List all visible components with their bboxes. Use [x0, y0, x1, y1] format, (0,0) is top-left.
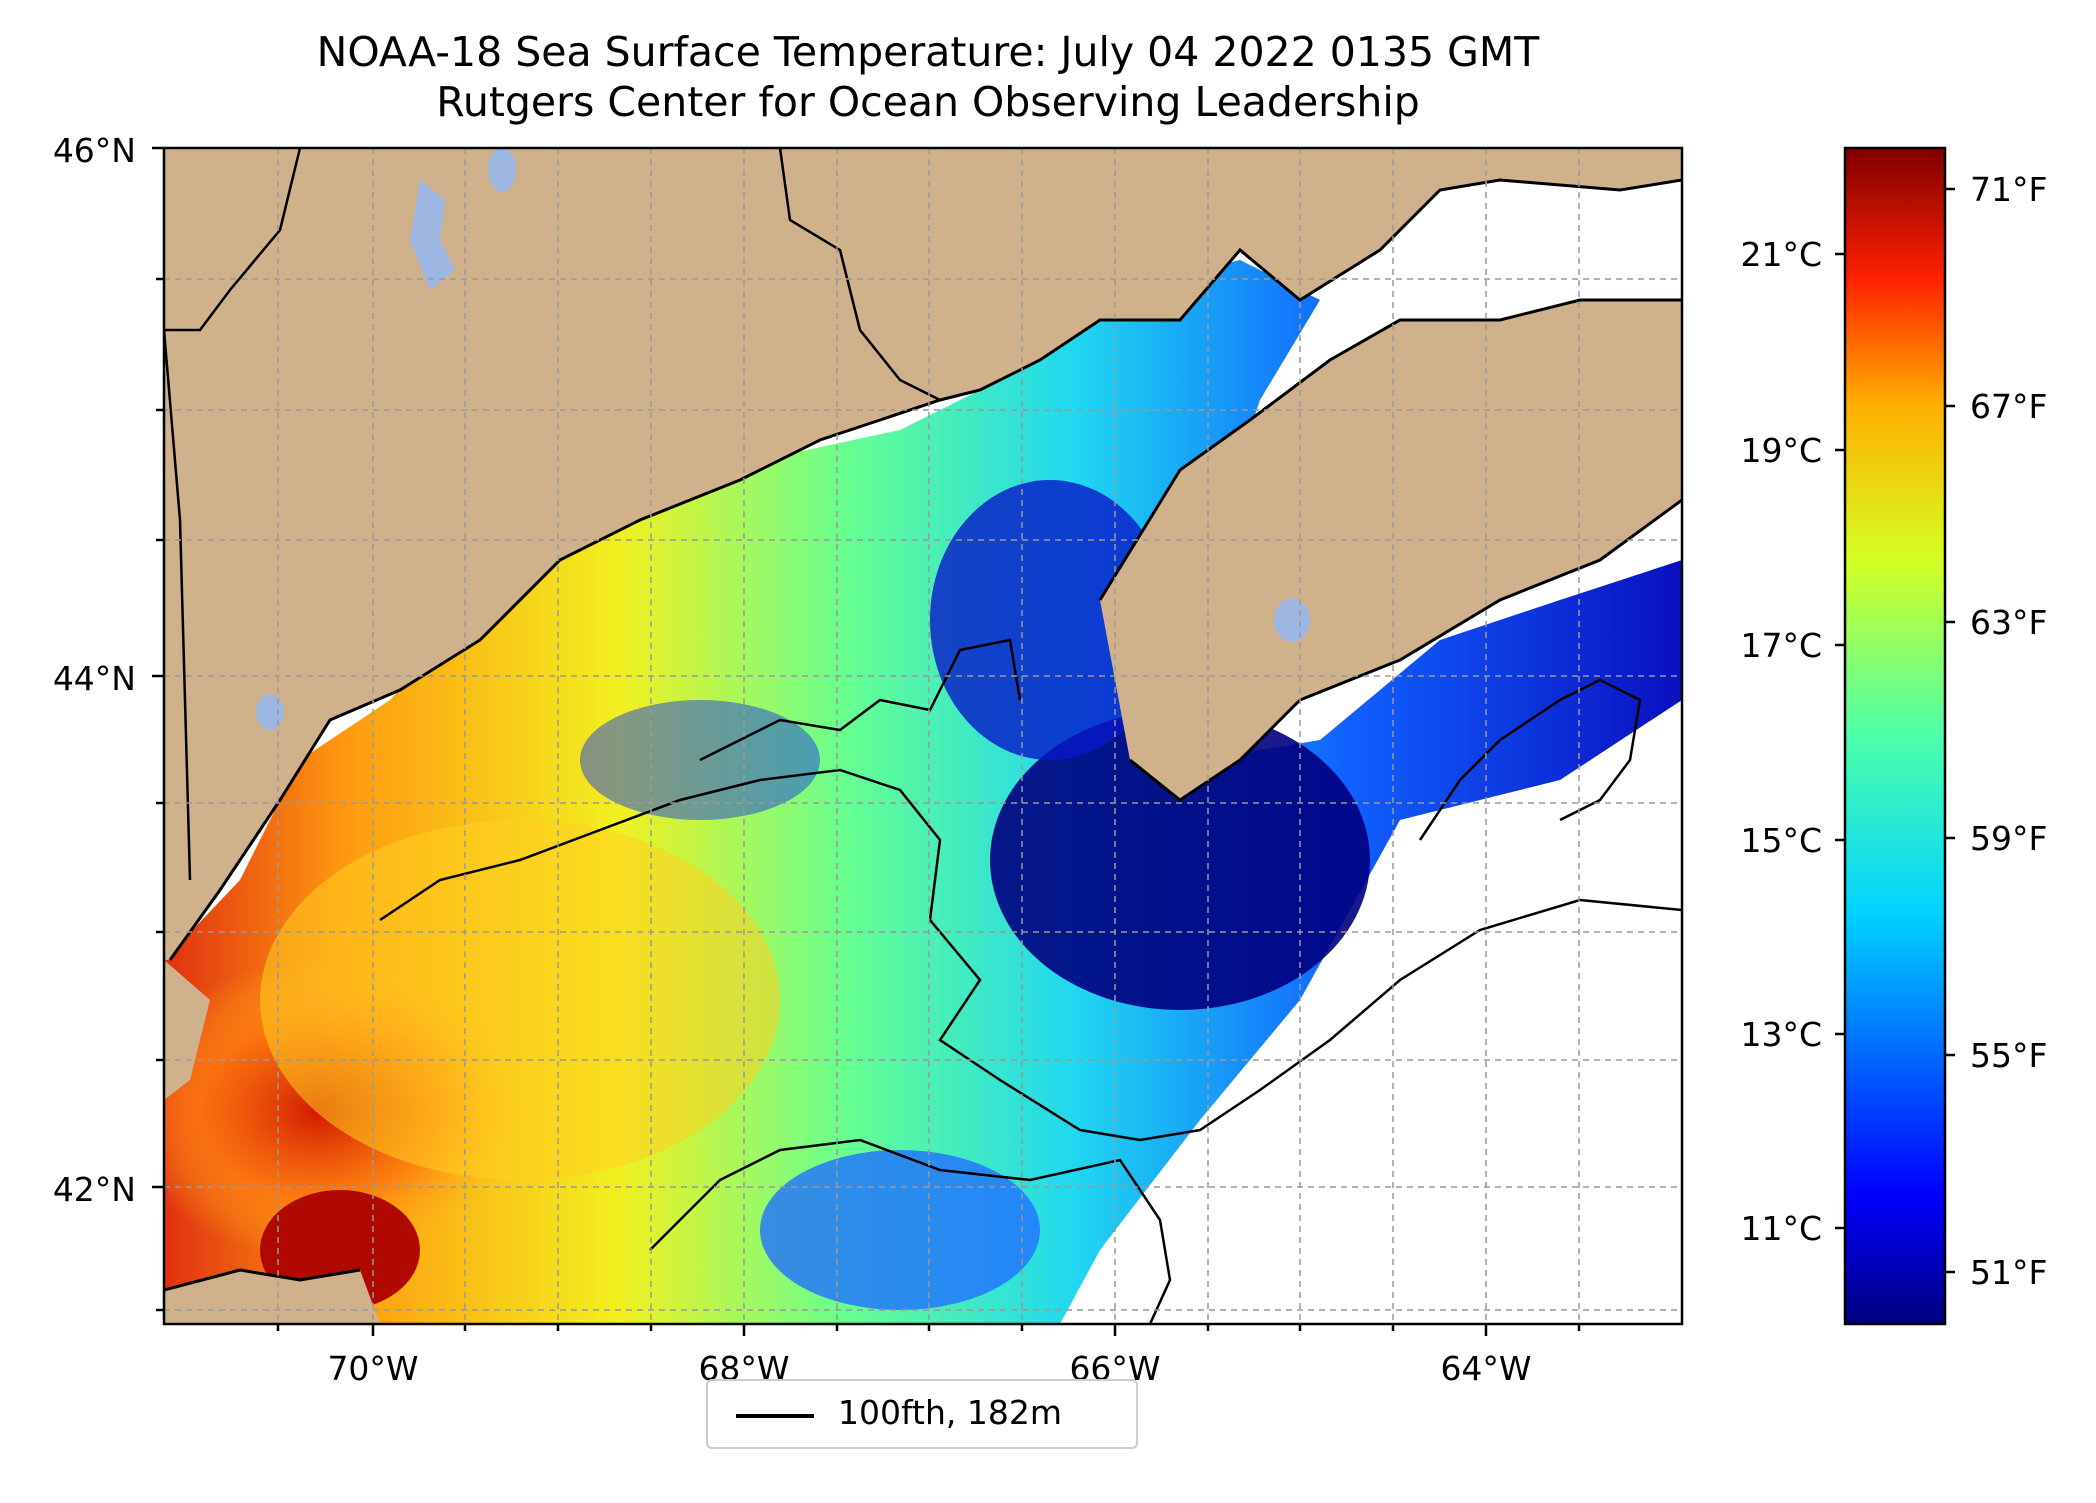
celsius-label-19: 19°C: [1740, 431, 1822, 470]
colorbar: 21°C 19°C 17°C 15°C 13°C 11°C 71°F 67°F …: [1740, 146, 2047, 1326]
fahrenheit-label-71: 71°F: [1970, 170, 2047, 209]
map-subtitle: Rutgers Center for Ocean Observing Leade…: [436, 78, 1420, 126]
axis-ticks: [152, 146, 1581, 1336]
lat-label-44n: 44°N: [53, 659, 136, 698]
legend: 100fth, 182m: [706, 1379, 1138, 1449]
lakes: [256, 148, 1310, 730]
celsius-label-21: 21°C: [1740, 235, 1822, 274]
borders: [164, 148, 941, 881]
fahrenheit-label-59: 59°F: [1970, 819, 2047, 858]
celsius-label-17: 17°C: [1740, 626, 1822, 665]
fahrenheit-label-51: 51°F: [1970, 1253, 2047, 1292]
fahrenheit-label-55: 55°F: [1970, 1036, 2047, 1075]
colorbar-ticks: [1835, 187, 1955, 1274]
lat-label-42n: 42°N: [53, 1170, 136, 1209]
lon-label-70w: 70°W: [327, 1349, 418, 1388]
isobath-100fth: [379, 638, 1682, 1324]
fahrenheit-label-67: 67°F: [1970, 387, 2047, 426]
celsius-label-15: 15°C: [1740, 821, 1822, 860]
map-title: NOAA-18 Sea Surface Temperature: July 04…: [316, 28, 1540, 76]
gridlines: [164, 147, 1682, 1324]
legend-line-swatch: [736, 1414, 814, 1418]
lon-label-64w: 64°W: [1440, 1349, 1531, 1388]
celsius-label-11: 11°C: [1740, 1209, 1822, 1248]
map-area: [164, 148, 1682, 1324]
fahrenheit-label-63: 63°F: [1970, 603, 2047, 642]
legend-label: 100fth, 182m: [838, 1393, 1062, 1432]
colorbar-gradient: [1843, 146, 1947, 1326]
celsius-label-13: 13°C: [1740, 1015, 1822, 1054]
lat-label-46n: 46°N: [53, 131, 136, 170]
map-frame: [162, 146, 1684, 1326]
